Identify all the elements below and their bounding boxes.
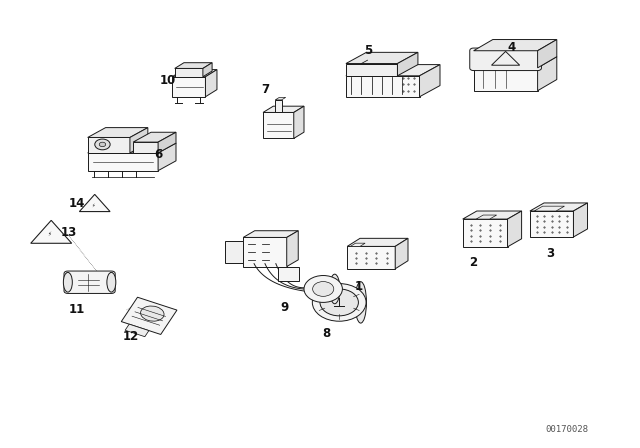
Polygon shape — [172, 69, 217, 77]
Polygon shape — [474, 39, 557, 51]
Polygon shape — [243, 237, 287, 267]
Text: 11: 11 — [68, 302, 85, 316]
FancyBboxPatch shape — [470, 48, 541, 70]
Polygon shape — [88, 143, 176, 153]
Polygon shape — [175, 69, 203, 77]
Ellipse shape — [63, 272, 72, 292]
Polygon shape — [474, 68, 538, 90]
Circle shape — [312, 282, 334, 297]
Polygon shape — [133, 142, 158, 153]
Text: 14: 14 — [68, 197, 85, 211]
Polygon shape — [79, 194, 110, 211]
Polygon shape — [463, 211, 522, 219]
FancyBboxPatch shape — [64, 271, 115, 293]
Polygon shape — [158, 132, 176, 153]
Circle shape — [320, 289, 358, 316]
Polygon shape — [88, 138, 130, 153]
Polygon shape — [133, 132, 176, 142]
Polygon shape — [263, 106, 304, 112]
Polygon shape — [395, 238, 408, 269]
Text: 5: 5 — [364, 43, 372, 57]
Ellipse shape — [107, 272, 116, 292]
Text: ⚡: ⚡ — [92, 202, 95, 208]
Polygon shape — [275, 97, 285, 100]
Polygon shape — [125, 324, 149, 337]
Ellipse shape — [355, 282, 367, 323]
Polygon shape — [172, 77, 205, 97]
Polygon shape — [538, 39, 557, 68]
Polygon shape — [530, 203, 588, 211]
Polygon shape — [263, 112, 294, 138]
Text: 7: 7 — [262, 83, 269, 96]
Polygon shape — [130, 128, 148, 153]
Polygon shape — [476, 215, 497, 219]
Text: 3: 3 — [547, 246, 554, 260]
Polygon shape — [88, 128, 148, 138]
Polygon shape — [346, 65, 440, 76]
Polygon shape — [346, 52, 418, 64]
Polygon shape — [397, 52, 418, 76]
Bar — [275, 100, 282, 112]
Polygon shape — [287, 231, 298, 267]
Bar — [278, 267, 299, 281]
Polygon shape — [534, 206, 564, 211]
Polygon shape — [530, 211, 573, 237]
Polygon shape — [538, 56, 557, 90]
Polygon shape — [122, 297, 177, 335]
Polygon shape — [573, 203, 588, 237]
Ellipse shape — [141, 306, 164, 321]
Polygon shape — [31, 220, 72, 243]
Polygon shape — [347, 246, 395, 269]
Text: 10: 10 — [159, 74, 176, 87]
Polygon shape — [203, 63, 212, 77]
Polygon shape — [243, 231, 298, 237]
Polygon shape — [175, 63, 212, 69]
Text: ⚡: ⚡ — [48, 232, 52, 237]
Circle shape — [99, 142, 106, 146]
Polygon shape — [347, 238, 408, 246]
Text: 1: 1 — [355, 280, 362, 293]
Text: 00170028: 00170028 — [546, 425, 589, 434]
Circle shape — [312, 284, 366, 321]
Text: 12: 12 — [123, 330, 140, 344]
Circle shape — [304, 276, 342, 302]
Polygon shape — [463, 219, 508, 247]
Polygon shape — [225, 241, 243, 263]
Text: 2: 2 — [470, 255, 477, 269]
Polygon shape — [420, 65, 440, 97]
Ellipse shape — [330, 274, 340, 304]
Text: 9: 9 — [281, 301, 289, 314]
Polygon shape — [474, 56, 557, 68]
Polygon shape — [88, 153, 158, 171]
Polygon shape — [158, 143, 176, 171]
Text: 6: 6 — [155, 148, 163, 161]
Text: 4: 4 — [508, 40, 516, 54]
Circle shape — [95, 139, 110, 150]
Polygon shape — [346, 64, 397, 76]
Polygon shape — [205, 69, 217, 97]
Text: 8: 8 — [323, 327, 330, 340]
Text: 13: 13 — [61, 226, 77, 240]
Polygon shape — [508, 211, 522, 247]
Polygon shape — [351, 243, 365, 246]
Polygon shape — [294, 106, 304, 138]
Polygon shape — [346, 76, 420, 97]
